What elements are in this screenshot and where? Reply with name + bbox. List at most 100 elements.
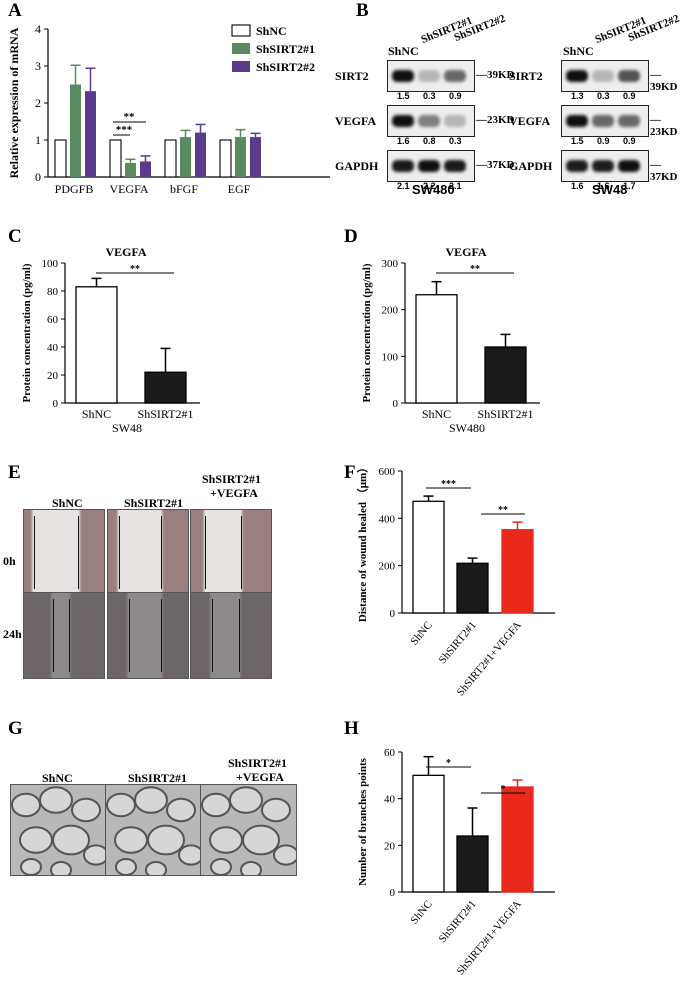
blot-quant-value: 1.6: [597, 181, 610, 191]
bar: [415, 294, 458, 404]
y-tick-label: 100: [382, 351, 399, 363]
y-tick-label: 40: [47, 342, 59, 354]
tube-loop: [240, 861, 262, 875]
tube-loop: [106, 792, 136, 818]
bar: [484, 346, 527, 404]
blot-strip: [387, 150, 475, 182]
bar: [412, 500, 445, 614]
y-tick-label: 100: [42, 258, 59, 270]
blot-quant-value: 0.8: [423, 136, 436, 146]
tube-loop: [147, 824, 185, 856]
wound-healing-image: [23, 509, 105, 596]
y-tick-label: 3: [35, 59, 41, 73]
y-tick-label: 0: [393, 398, 399, 410]
y-tick-label: 300: [382, 258, 399, 270]
bar: [109, 139, 122, 178]
y-tick-label: 200: [379, 561, 396, 573]
blot-size-label: —23KD: [650, 114, 678, 138]
panel-letter-f: F: [344, 462, 356, 483]
tube-loop: [19, 826, 53, 854]
blot-band: [592, 115, 614, 127]
blot-cell-line-label: SW48: [592, 182, 628, 197]
tube-loop: [50, 861, 72, 875]
blot-quant-value: 1.3: [571, 91, 584, 101]
blot-lane-label: ShNC: [388, 44, 419, 58]
blot-band: [618, 70, 640, 82]
blot-quant-value: 0.9: [623, 136, 636, 146]
panel-letter-a: A: [8, 0, 22, 21]
bar: [70, 84, 81, 177]
blot-band: [566, 70, 588, 82]
bar: [180, 137, 191, 177]
blot-size-label: —39KD: [650, 69, 678, 93]
wound-edge-line: [240, 516, 242, 589]
tube-formation-image: [10, 784, 107, 876]
blot-quant-value: 2.1: [449, 181, 462, 191]
wound-row-label: 24h: [3, 627, 22, 641]
bar: [412, 774, 445, 893]
blot-size-label: —23KD: [476, 114, 515, 126]
blot-quant-value: 1.6: [397, 136, 410, 146]
tube-loop: [209, 826, 243, 854]
tube-loop: [166, 797, 196, 823]
wound-edge-line: [68, 599, 70, 672]
x-tick-label: ShNC: [82, 407, 111, 421]
x-tick-label: ShNC: [408, 619, 434, 647]
y-tick-label: 0: [390, 608, 396, 620]
y-tick-label: 4: [35, 22, 41, 36]
tube-loop: [52, 824, 90, 856]
bar: [75, 286, 118, 404]
bar: [195, 132, 206, 177]
tube-loop: [39, 786, 73, 814]
blot-band: [566, 115, 588, 127]
tube-formation-image: [105, 784, 202, 876]
y-tick-label: 400: [379, 513, 396, 525]
x-tick-label: ShSIRT2#1: [478, 407, 534, 421]
x-tick-label: ShSIRT2#1: [437, 619, 479, 666]
y-tick-label: 40: [384, 794, 396, 806]
blot-quant-value: 0.9: [623, 91, 636, 101]
y-axis-label: Relative expression of mRNA: [7, 27, 21, 178]
significance-label: **: [124, 111, 136, 123]
tube-loop: [242, 824, 280, 856]
bar: [125, 162, 136, 177]
y-tick-label: 80: [47, 286, 59, 298]
blot-band: [418, 115, 440, 127]
panel-letter-b: B: [356, 0, 369, 21]
tube-network-drawing: [106, 786, 201, 875]
blot-band: [444, 70, 466, 82]
bar: [456, 835, 489, 893]
tube-col-label: +VEGFA: [236, 770, 284, 784]
tube-loop: [20, 858, 42, 875]
blot-protein-label: SIRT2: [509, 69, 543, 83]
blot-quant-value: 0.3: [449, 136, 462, 146]
blot-cell-line-label: SW480: [412, 182, 455, 197]
legend-label: ShNC: [256, 24, 287, 38]
chart-c-vegfa-sw48: 0 20 40 60 80 100 VEGFA Protein concentration (…: [21, 245, 200, 435]
y-axis-label: Number of branches points: [357, 757, 369, 886]
chart-a-mrna-expression: 0 1 2 3 4 Relative expression of mRNA PDGFB VEG…: [7, 22, 330, 196]
blot-lane-label: ShNC: [563, 44, 594, 58]
x-tick-label: ShSIRT2#1: [437, 898, 479, 945]
tube-loop: [71, 797, 101, 823]
wound-col-label: ShSIRT2#1: [202, 472, 261, 486]
blot-band: [592, 160, 614, 172]
tube-loop: [273, 844, 296, 866]
bar: [456, 562, 489, 614]
wound-edge-line: [78, 516, 80, 589]
tube-loop: [261, 797, 291, 823]
blot-quant-value: 0.3: [597, 91, 610, 101]
blot-size-label: —37KD: [476, 159, 515, 171]
bar: [54, 139, 67, 178]
blot-band: [618, 160, 640, 172]
blot-quant-value: 1.5: [571, 136, 584, 146]
blot-quant-value: 2.1: [397, 181, 410, 191]
panel-letter-c: C: [8, 226, 22, 247]
bar: [140, 161, 151, 177]
blot-size-label: —39KD: [476, 69, 515, 81]
wound-edge-line: [239, 599, 240, 672]
blot-protein-label: VEGFA: [509, 114, 551, 128]
y-tick-label: 2: [35, 96, 41, 110]
bar: [219, 139, 232, 178]
bar: [144, 371, 187, 404]
